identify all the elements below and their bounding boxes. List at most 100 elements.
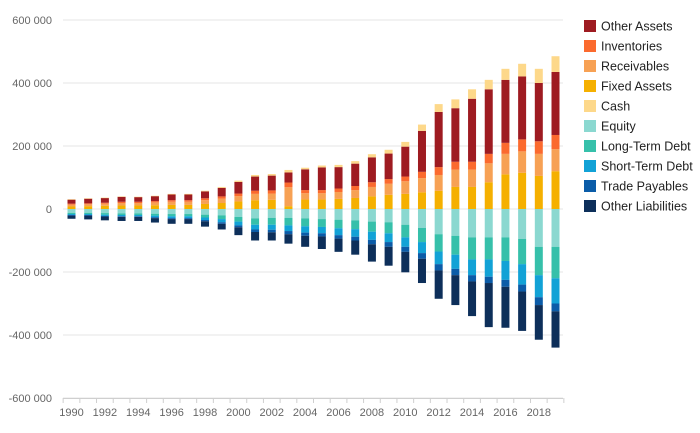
- bar-segment-cash: [284, 169, 293, 173]
- bar-segment-inventories: [267, 190, 276, 194]
- bar-segment-short-term-debt: [217, 219, 226, 223]
- bar-segment-other-assets: [284, 172, 293, 183]
- bar-segment-long-term-debt: [367, 221, 376, 232]
- legend-label: Trade Payables: [601, 180, 688, 194]
- bar-segment-long-term-debt: [150, 213, 159, 216]
- legend-swatch: [584, 40, 596, 52]
- y-tick-label: 200 000: [12, 141, 52, 153]
- legend-item[interactable]: Cash: [584, 100, 630, 114]
- bar-segment-fixed-assets: [117, 205, 126, 209]
- bar-segment-other-liabilities: [551, 311, 560, 348]
- legend-item[interactable]: Other Assets: [584, 20, 673, 34]
- bar-segment-equity: [518, 209, 527, 239]
- legend-item[interactable]: Other Liabilities: [584, 200, 687, 214]
- bar-segment-other-liabilities: [184, 219, 193, 224]
- bar-segment-inventories: [167, 200, 176, 202]
- bar-segment-receivables: [217, 198, 226, 204]
- bar-segment-short-term-debt: [267, 224, 276, 230]
- bar-segment-cash: [518, 63, 527, 77]
- bar-segment-receivables: [284, 187, 293, 207]
- bar-segment-receivables: [150, 202, 159, 206]
- bar-segment-receivables: [84, 204, 93, 207]
- bar-segment-long-term-debt: [301, 218, 310, 227]
- bar-segment-other-assets: [150, 196, 159, 202]
- bar-segment-short-term-debt: [551, 278, 560, 304]
- bar-segment-equity: [551, 209, 560, 247]
- bar-segment-inventories: [134, 201, 143, 204]
- legend-item[interactable]: Receivables: [584, 60, 669, 74]
- bar-segment-equity: [367, 209, 376, 222]
- bar-segment-equity: [451, 209, 460, 236]
- bar-segment-fixed-assets: [201, 203, 210, 209]
- bar-segment-trade-payables: [367, 239, 376, 245]
- bar-segment-trade-payables: [384, 242, 393, 247]
- bar-segment-trade-payables: [234, 225, 243, 228]
- bar-segment-trade-payables: [267, 229, 276, 233]
- bar-segment-other-liabilities: [518, 291, 527, 331]
- bar-segment-other-assets: [84, 198, 93, 204]
- bar-segment-trade-payables: [468, 275, 477, 282]
- bar-segment-receivables: [351, 190, 360, 198]
- bar-segment-inventories: [501, 142, 510, 154]
- legend-swatch: [584, 160, 596, 172]
- bar-segment-receivables: [401, 181, 410, 194]
- legend-swatch: [584, 140, 596, 152]
- bar-segment-equity: [84, 209, 93, 213]
- bar-segment-fixed-assets: [484, 182, 493, 209]
- bar-segment-receivables: [234, 196, 243, 202]
- bar-segment-receivables: [518, 151, 527, 173]
- bar-segment-equity: [184, 209, 193, 215]
- legend-item[interactable]: Long-Term Debt: [584, 140, 691, 154]
- x-tick-label: 2016: [493, 407, 517, 419]
- bar-segment-receivables: [367, 186, 376, 197]
- bar-segment-inventories: [468, 161, 477, 170]
- bar-segment-cash: [534, 68, 543, 83]
- bar-segment-trade-payables: [284, 231, 293, 235]
- bar-segment-trade-payables: [551, 303, 560, 312]
- bar-segment-other-assets: [401, 146, 410, 177]
- bar-segment-fixed-assets: [217, 203, 226, 209]
- bar-segment-inventories: [484, 153, 493, 164]
- bar-segment-long-term-debt: [117, 213, 126, 215]
- bar-segment-receivables: [184, 201, 193, 205]
- bar-segment-fixed-assets: [468, 186, 477, 209]
- bar-segment-inventories: [201, 198, 210, 201]
- bar-segment-short-term-debt: [167, 216, 176, 219]
- bar-segment-cash: [367, 154, 376, 158]
- bar-segment-other-liabilities: [351, 240, 360, 255]
- bar-segment-short-term-debt: [317, 226, 326, 234]
- bar-segment-other-liabilities: [117, 216, 126, 221]
- bar-segment-fixed-assets: [367, 196, 376, 209]
- bar-segment-trade-payables: [251, 229, 260, 232]
- bar-segment-cash: [401, 141, 410, 147]
- bar-segment-inventories: [451, 161, 460, 170]
- y-tick-label: 600 000: [12, 15, 52, 27]
- legend-label: Receivables: [601, 60, 669, 74]
- bar-segment-cash: [184, 193, 193, 195]
- legend-item[interactable]: Fixed Assets: [584, 80, 672, 94]
- bar-segment-long-term-debt: [401, 224, 410, 238]
- bar-segment-inventories: [217, 196, 226, 199]
- bar-segment-other-assets: [167, 194, 176, 201]
- legend-label: Cash: [601, 100, 630, 114]
- bar-segment-receivables: [451, 169, 460, 187]
- bar-segment-receivables: [67, 204, 76, 207]
- legend-item[interactable]: Short-Term Debt: [584, 160, 693, 174]
- bar-segment-long-term-debt: [100, 213, 109, 215]
- bar-segment-other-assets: [451, 108, 460, 162]
- y-axis: 600 000 400 000 200 000 0 -200 000 -400 000 -6…: [9, 15, 52, 405]
- bar-segment-short-term-debt: [251, 224, 260, 230]
- bar-segment-inventories: [401, 176, 410, 182]
- x-tick-label: 2010: [393, 407, 417, 419]
- bar-segment-trade-payables: [167, 218, 176, 220]
- legend-item[interactable]: Equity: [584, 120, 636, 134]
- legend-item[interactable]: Inventories: [584, 40, 662, 54]
- legend-swatch: [584, 20, 596, 32]
- bar-segment-long-term-debt: [267, 217, 276, 225]
- legend-item[interactable]: Trade Payables: [584, 180, 688, 194]
- bar-segment-trade-payables: [201, 220, 210, 222]
- legend-swatch: [584, 80, 596, 92]
- bar-segment-trade-payables: [451, 268, 460, 276]
- legend-label: Inventories: [601, 40, 662, 54]
